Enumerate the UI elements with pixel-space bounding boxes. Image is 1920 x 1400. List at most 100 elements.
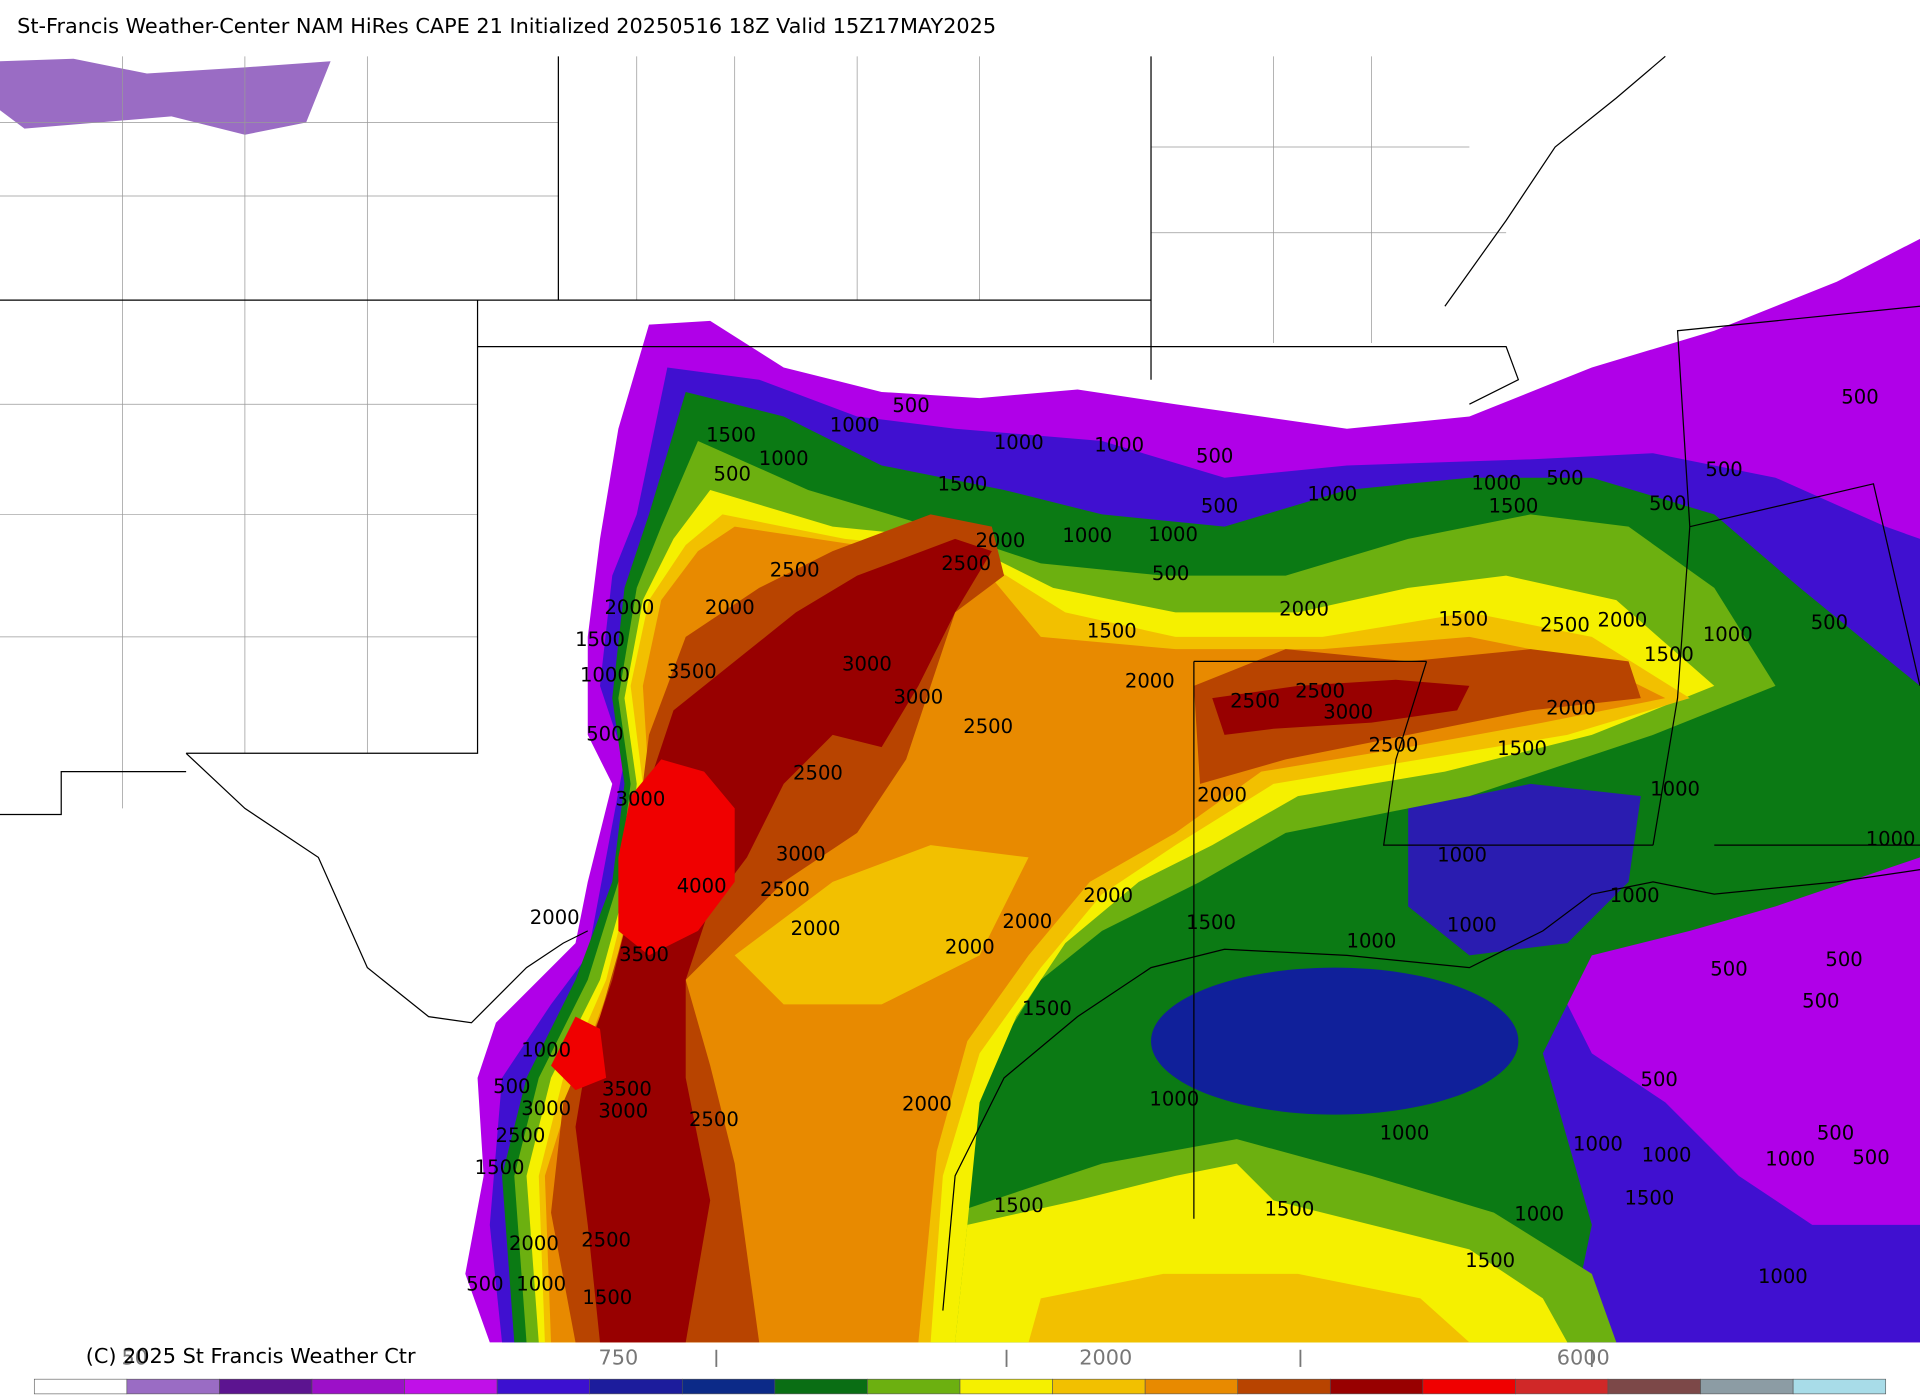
contour-label: 500 (1802, 989, 1839, 1012)
colorbar-swatch (1607, 1378, 1701, 1395)
colorbar-swatch (1515, 1378, 1609, 1395)
shade (618, 759, 735, 956)
copyright: (C) 2025 St Francis Weather Ctr (86, 1344, 416, 1368)
contour-label: 1500 (475, 1156, 525, 1179)
shade (551, 1016, 607, 1091)
contour-label: 4000 (677, 874, 727, 897)
contour-label: 1000 (1149, 1087, 1199, 1110)
contour-label: 3000 (598, 1100, 648, 1123)
contour-label: 1500 (1186, 911, 1236, 934)
contour-label: 3500 (667, 660, 717, 683)
colorbar-swatch (1792, 1378, 1887, 1395)
contour-label: 1000 (1307, 482, 1357, 505)
contour-label: 3500 (602, 1078, 652, 1101)
contour-label: 2500 (760, 878, 810, 901)
shade (1193, 649, 1641, 784)
contour-label: 2500 (1230, 689, 1280, 712)
contour-label: 2000 (791, 917, 841, 940)
contour-label: 2000 (1197, 784, 1247, 807)
contour-label: 3000 (1323, 700, 1373, 723)
colorbar-swatch (126, 1378, 220, 1395)
contour-label: 1500 (1644, 643, 1694, 666)
colorbar-swatch (311, 1378, 405, 1395)
colorbar-swatch (1329, 1378, 1424, 1395)
contour-label: 2500 (495, 1124, 545, 1147)
colorbar-swatch (681, 1378, 776, 1395)
contour-label: 1000 (1573, 1133, 1623, 1156)
contour-label: 1500 (1264, 1198, 1314, 1221)
colorbar-swatch (1422, 1378, 1516, 1395)
contour-label: 500 (1852, 1146, 1889, 1169)
contour-label: 3000 (842, 653, 892, 676)
shade (1212, 679, 1470, 735)
contour-label: 1000 (1380, 1122, 1430, 1145)
shade (1151, 967, 1519, 1115)
contour-label: 2000 (1125, 670, 1175, 693)
colorbar-swatch (1700, 1378, 1794, 1395)
contour-label: 1000 (1703, 623, 1753, 646)
contour-label: 2000 (1598, 608, 1648, 631)
colorbar-swatch (959, 1378, 1053, 1395)
contour-label: 1000 (994, 431, 1044, 454)
contour-label: 1000 (1514, 1203, 1564, 1226)
contour-label: 500 (892, 394, 929, 417)
contour-label: 1500 (1489, 495, 1539, 518)
contour-label: 1500 (1022, 997, 1072, 1020)
colorbar-swatch (1144, 1378, 1239, 1395)
contour-label: 1500 (1497, 737, 1547, 760)
colorbar-swatch (589, 1378, 683, 1395)
cape-field (0, 56, 1920, 1343)
shade (1555, 857, 1920, 1225)
contour-label: 2500 (1540, 613, 1590, 636)
contour-label: 3000 (893, 686, 943, 709)
shade (575, 538, 992, 1343)
contour-label: 1500 (938, 473, 988, 496)
contour-label: 1000 (1471, 471, 1521, 494)
contour-label: 1000 (1148, 523, 1198, 546)
contour-label: 1000 (830, 414, 880, 437)
contour-label: 2000 (1546, 697, 1596, 720)
contour-label: 2000 (705, 596, 755, 619)
contour-label: 1000 (516, 1272, 566, 1295)
colorbar-label: 6000 (1557, 1345, 1610, 1369)
contour-label: 3500 (619, 943, 669, 966)
contour-label: 500 (714, 463, 751, 486)
colorbar-swatch (774, 1378, 868, 1395)
contour-label: 2000 (975, 529, 1025, 552)
contour-label: 500 (586, 722, 623, 745)
contour-label: 2500 (770, 558, 820, 581)
contour-label: 1500 (575, 628, 625, 651)
contour-label: 3000 (521, 1097, 571, 1120)
contour-label: 1000 (1610, 884, 1660, 907)
title: St-Francis Weather-Center NAM HiRes CAPE… (17, 14, 996, 38)
contour-label: 2500 (941, 552, 991, 575)
colorbar-label: 50 (121, 1345, 147, 1369)
contour-label: 1500 (1438, 607, 1488, 630)
coastline (942, 869, 1920, 1311)
contour-label: 2500 (689, 1108, 739, 1131)
colorbar-swatch (1237, 1378, 1331, 1395)
contour-label: 1500 (1624, 1187, 1674, 1210)
contour-label: 1000 (1094, 433, 1144, 456)
colorbar-swatch (1052, 1378, 1146, 1395)
colorbar: 50 750 2000 6000 (33, 1345, 1887, 1395)
contour-label: 1000 (759, 447, 809, 470)
contour-label: 2000 (530, 906, 580, 929)
contour-label: 2000 (1279, 597, 1329, 620)
contour-label: 500 (1640, 1068, 1677, 1091)
contour-label: 2500 (963, 715, 1013, 738)
contour-label: 3000 (615, 787, 665, 810)
colorbar-swatch (496, 1378, 591, 1395)
state-lines (0, 55, 1920, 1219)
contour-label: 1000 (1437, 844, 1487, 867)
contour-label: 1500 (1465, 1249, 1515, 1272)
contour-label: 2000 (604, 596, 654, 619)
colorbar-label: 2000 (1079, 1345, 1132, 1369)
contour-label: 500 (1152, 562, 1189, 585)
contour-label: 500 (1705, 458, 1742, 481)
contour-label: 1000 (1650, 778, 1700, 801)
contour-label: 500 (1817, 1122, 1854, 1145)
contour-label: 2000 (1083, 884, 1133, 907)
contour-label: 500 (1710, 958, 1747, 981)
